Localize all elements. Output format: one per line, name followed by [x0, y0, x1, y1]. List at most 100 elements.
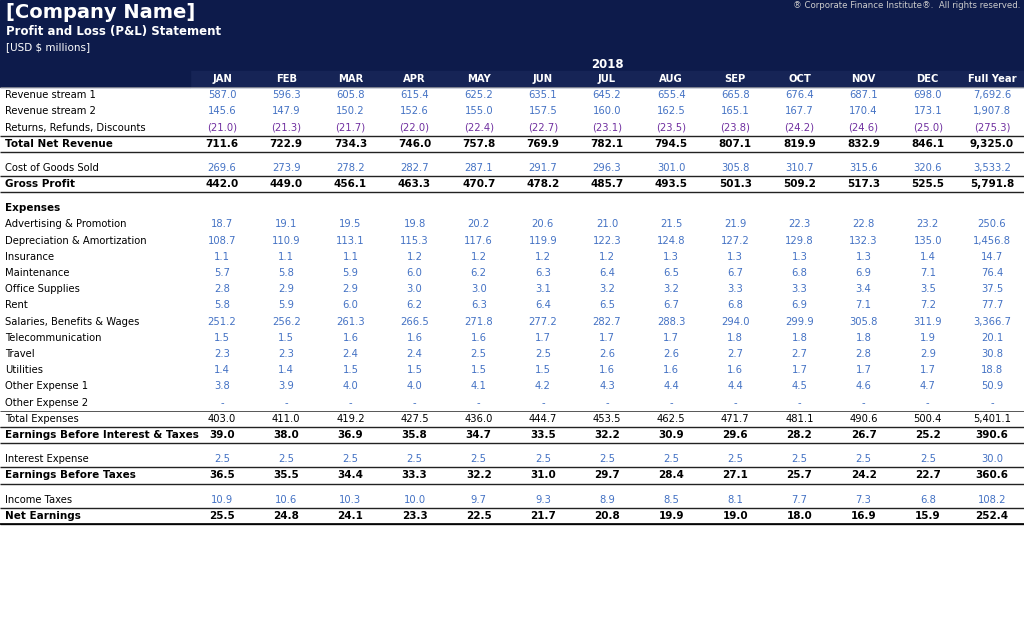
Text: 38.0: 38.0	[273, 430, 299, 440]
Text: Depreciation & Amortization: Depreciation & Amortization	[5, 236, 146, 246]
Text: 1.3: 1.3	[727, 252, 743, 262]
Text: 6.3: 6.3	[535, 268, 551, 278]
Text: 278.2: 278.2	[336, 163, 365, 173]
Bar	[0, 57, 190, 71]
Text: 250.6: 250.6	[978, 219, 1007, 230]
Text: 22.3: 22.3	[788, 219, 811, 230]
Text: 1.7: 1.7	[856, 365, 871, 375]
Text: 2.3: 2.3	[279, 349, 294, 359]
Text: 3.0: 3.0	[471, 284, 486, 294]
Text: 162.5: 162.5	[656, 107, 685, 116]
Text: 20.1: 20.1	[981, 333, 1004, 343]
Text: Advertising & Promotion: Advertising & Promotion	[5, 219, 127, 230]
Text: 24.8: 24.8	[273, 511, 299, 521]
Text: Other Expense 2: Other Expense 2	[5, 398, 88, 408]
Text: 10.3: 10.3	[339, 495, 361, 505]
Text: 34.7: 34.7	[466, 430, 492, 440]
Text: Salaries, Benefits & Wages: Salaries, Benefits & Wages	[5, 317, 139, 327]
Text: 129.8: 129.8	[785, 236, 814, 246]
Text: 277.2: 277.2	[528, 317, 557, 327]
Text: 1.6: 1.6	[407, 333, 423, 343]
Text: 20.8: 20.8	[594, 511, 620, 521]
Text: 33.3: 33.3	[401, 470, 427, 481]
Text: 807.1: 807.1	[719, 139, 752, 149]
Text: Revenue stream 1: Revenue stream 1	[5, 90, 96, 100]
Text: (23.5): (23.5)	[656, 122, 686, 133]
Text: 2.5: 2.5	[792, 455, 808, 464]
Text: 478.2: 478.2	[526, 179, 559, 189]
Text: 27.1: 27.1	[722, 470, 749, 481]
Text: (275.3): (275.3)	[974, 122, 1010, 133]
Text: 160.0: 160.0	[593, 107, 622, 116]
Text: Maintenance: Maintenance	[5, 268, 70, 278]
Text: MAY: MAY	[467, 74, 490, 84]
Text: 1.4: 1.4	[920, 252, 936, 262]
Text: 21.7: 21.7	[529, 511, 556, 521]
Text: 596.3: 596.3	[272, 90, 300, 100]
Text: 411.0: 411.0	[272, 414, 300, 424]
Text: 165.1: 165.1	[721, 107, 750, 116]
Text: 655.4: 655.4	[656, 90, 685, 100]
Text: Insurance: Insurance	[5, 252, 54, 262]
Text: Net Earnings: Net Earnings	[5, 511, 81, 521]
Text: -: -	[477, 398, 480, 408]
Text: (22.0): (22.0)	[399, 122, 429, 133]
Text: 490.6: 490.6	[849, 414, 878, 424]
Text: 1.1: 1.1	[279, 252, 294, 262]
Text: 170.4: 170.4	[849, 107, 878, 116]
Text: 782.1: 782.1	[591, 139, 624, 149]
Text: 5,791.8: 5,791.8	[970, 179, 1014, 189]
Text: 6.2: 6.2	[471, 268, 486, 278]
Text: 315.6: 315.6	[849, 163, 878, 173]
Text: 2.6: 2.6	[599, 349, 615, 359]
Text: 15.9: 15.9	[915, 511, 941, 521]
Text: 2.3: 2.3	[214, 349, 230, 359]
Text: (21.0): (21.0)	[207, 122, 238, 133]
Text: 18.0: 18.0	[786, 511, 812, 521]
Text: 427.5: 427.5	[400, 414, 429, 424]
Text: 18.7: 18.7	[211, 219, 233, 230]
Text: 25.7: 25.7	[786, 470, 812, 481]
Text: 32.2: 32.2	[466, 470, 492, 481]
Text: OCT: OCT	[788, 74, 811, 84]
Text: 2.5: 2.5	[342, 455, 358, 464]
Text: 305.8: 305.8	[850, 317, 878, 327]
Text: 25.5: 25.5	[209, 511, 234, 521]
Text: Other Expense 1: Other Expense 1	[5, 382, 88, 392]
Text: 28.4: 28.4	[658, 470, 684, 481]
Text: 2.9: 2.9	[279, 284, 294, 294]
Text: 3.4: 3.4	[856, 284, 871, 294]
Text: 1.3: 1.3	[856, 252, 871, 262]
Text: 6.2: 6.2	[407, 301, 423, 311]
Text: DEC: DEC	[916, 74, 939, 84]
Text: 296.3: 296.3	[593, 163, 622, 173]
Text: 10.0: 10.0	[403, 495, 426, 505]
Text: 21.5: 21.5	[659, 219, 682, 230]
Text: 746.0: 746.0	[398, 139, 431, 149]
Text: 6.7: 6.7	[727, 268, 743, 278]
Text: 50.9: 50.9	[981, 382, 1004, 392]
Text: SEP: SEP	[725, 74, 745, 84]
Text: 301.0: 301.0	[657, 163, 685, 173]
Text: 35.8: 35.8	[401, 430, 427, 440]
Text: [USD $ millions]: [USD $ millions]	[6, 42, 90, 53]
Text: 3.1: 3.1	[535, 284, 551, 294]
Text: -: -	[220, 398, 224, 408]
Text: 4.4: 4.4	[664, 382, 679, 392]
Text: 155.0: 155.0	[464, 107, 493, 116]
Text: 282.7: 282.7	[593, 317, 622, 327]
Text: (22.7): (22.7)	[527, 122, 558, 133]
Text: (21.7): (21.7)	[335, 122, 366, 133]
Text: 294.0: 294.0	[721, 317, 750, 327]
Text: Cost of Goods Sold: Cost of Goods Sold	[5, 163, 99, 173]
Text: 1.5: 1.5	[471, 365, 486, 375]
Text: 108.7: 108.7	[208, 236, 237, 246]
Text: -: -	[285, 398, 288, 408]
Text: 5,401.1: 5,401.1	[973, 414, 1011, 424]
Bar	[0, 0, 1024, 57]
Text: 1.8: 1.8	[792, 333, 807, 343]
Text: 23.2: 23.2	[916, 219, 939, 230]
Bar	[190, 71, 1024, 87]
Text: 3.2: 3.2	[664, 284, 679, 294]
Text: 305.8: 305.8	[721, 163, 750, 173]
